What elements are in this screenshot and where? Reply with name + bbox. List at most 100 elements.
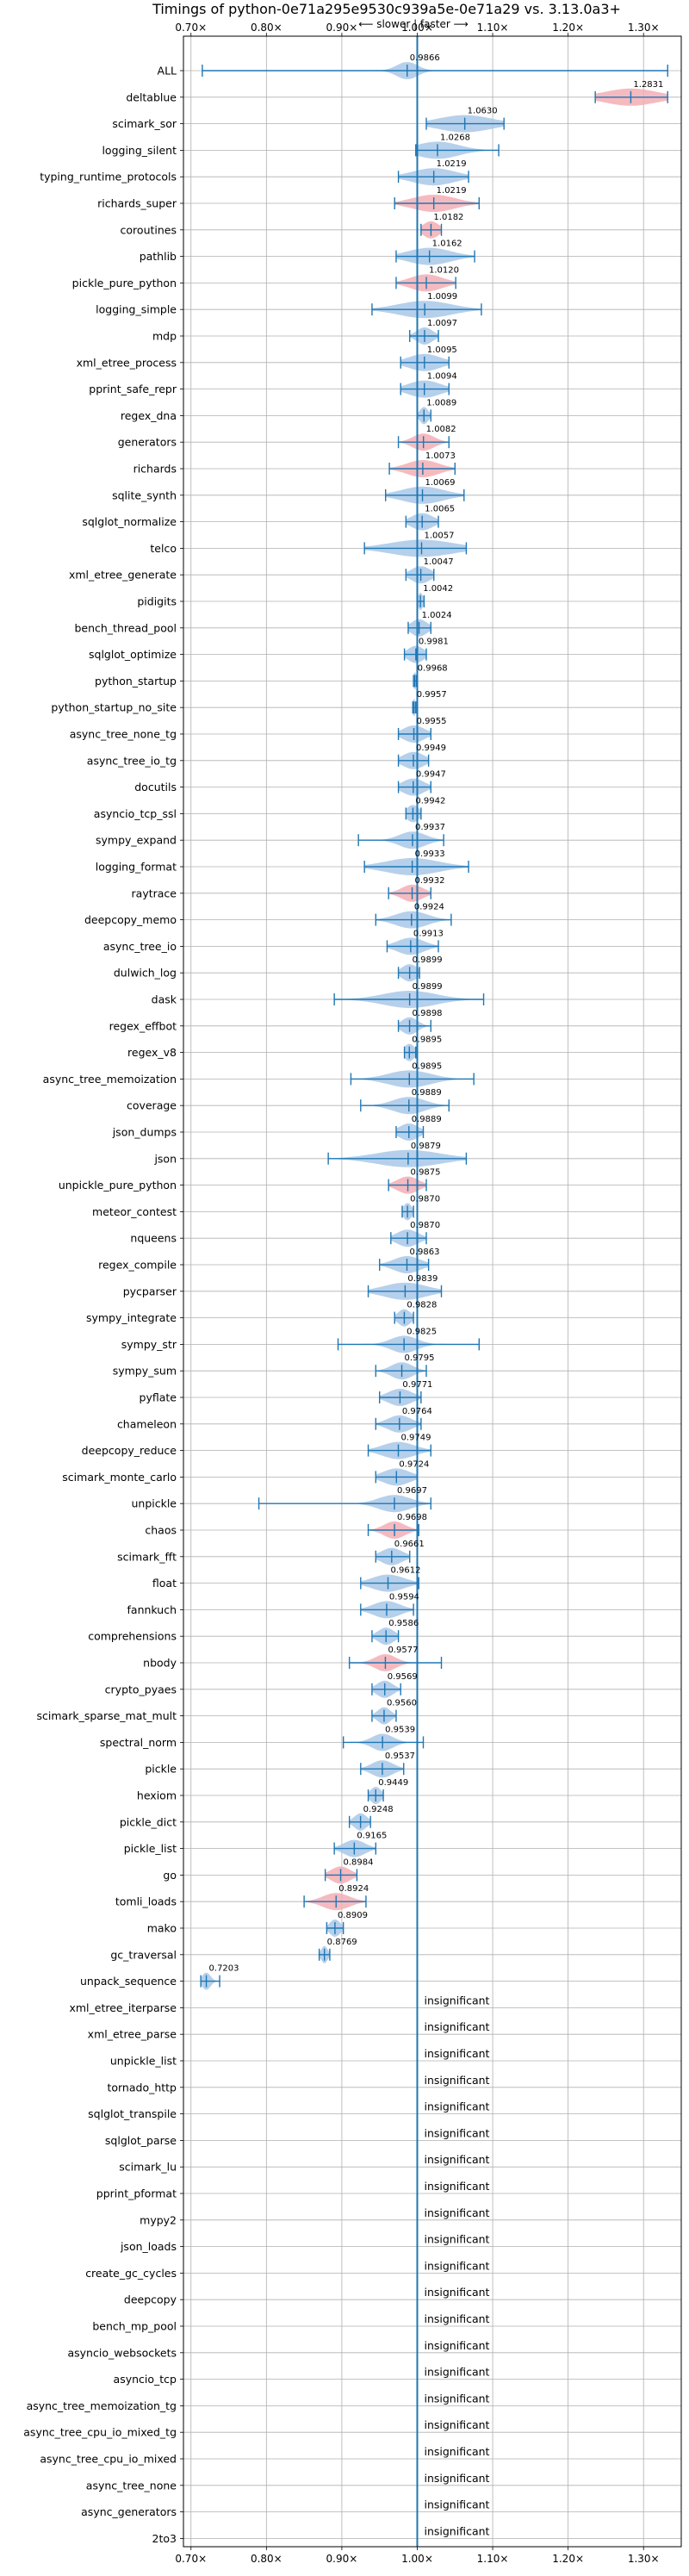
- value-label-pyflate: 0.9771: [402, 1380, 432, 1390]
- value-label-pycparser: 0.9839: [407, 1274, 438, 1284]
- value-label-scimark-sor: 1.0630: [468, 107, 498, 116]
- category-label-async-tree-none-tg: async_tree_none_tg: [70, 728, 177, 741]
- value-label-unpickle-pure-python: 0.9875: [411, 1168, 441, 1178]
- violins: [200, 62, 668, 1990]
- x-tick-label: 1.30×: [628, 22, 660, 34]
- category-label-async-tree-memoization-tg: async_tree_memoization_tg: [27, 2399, 177, 2412]
- category-label-unpickle-list: unpickle_list: [110, 2055, 177, 2068]
- x-tick-label: 0.90×: [326, 2553, 358, 2565]
- insignificant-label: insignificant: [424, 2472, 489, 2485]
- x-tick-label: 1.20×: [552, 2553, 584, 2565]
- category-label-logging-silent: logging_silent: [102, 144, 177, 157]
- category-label-xml-etree-iterparse: xml_etree_iterparse: [69, 2001, 177, 2014]
- value-label-pathlib: 1.0162: [432, 240, 462, 249]
- value-label-hexiom: 0.9449: [378, 1778, 408, 1788]
- category-label-spectral-norm: spectral_norm: [100, 1736, 177, 1749]
- value-label-mdp: 1.0097: [427, 319, 457, 328]
- category-label-bench-mp-pool: bench_mp_pool: [92, 2320, 177, 2333]
- category-label-sqlglot-transpile: sqlglot_transpile: [88, 2107, 177, 2120]
- category-label-chaos: chaos: [145, 1524, 177, 1537]
- category-label-unpickle: unpickle: [131, 1497, 177, 1510]
- category-label-asyncio-websockets: asyncio_websockets: [67, 2346, 177, 2359]
- value-label-mako: 0.8909: [338, 1911, 368, 1920]
- category-label-2to3: 2to3: [152, 2532, 177, 2545]
- insignificant-label: insignificant: [424, 2498, 489, 2511]
- insignificant-label: insignificant: [424, 2445, 489, 2458]
- value-label-tomli-loads: 0.8924: [338, 1884, 369, 1894]
- category-label-pickle-dict: pickle_dict: [120, 1815, 177, 1828]
- category-label-mdp: mdp: [152, 330, 177, 343]
- category-label-pickle-pure-python: pickle_pure_python: [72, 277, 177, 289]
- value-label-float: 0.9612: [391, 1566, 421, 1576]
- category-label-python-startup-no-site: python_startup_no_site: [51, 701, 177, 714]
- category-label-async-generators: async_generators: [81, 2505, 177, 2518]
- category-label-chameleon: chameleon: [117, 1417, 177, 1430]
- value-label-xml-etree-generate: 1.0047: [424, 557, 454, 567]
- value-label-pickle-pure-python: 1.0120: [429, 265, 459, 275]
- category-label-sympy-expand: sympy_expand: [96, 834, 177, 847]
- value-label-json-dumps: 0.9889: [412, 1115, 442, 1124]
- value-label-fannkuch: 0.9594: [389, 1592, 419, 1602]
- category-label-regex-v8: regex_v8: [127, 1046, 177, 1059]
- value-label-async-tree-io-tg: 0.9949: [416, 744, 446, 753]
- value-label-logging-format: 0.9933: [415, 849, 445, 859]
- value-label-xml-etree-process: 1.0095: [427, 345, 457, 355]
- category-label-json: json: [153, 1152, 177, 1165]
- category-label-pidigits: pidigits: [137, 595, 177, 608]
- value-label-scimark-monte-carlo: 0.9724: [399, 1459, 429, 1469]
- category-label-async-tree-cpu-io-mixed-tg: async_tree_cpu_io_mixed_tg: [23, 2426, 177, 2439]
- category-label-sympy-sum: sympy_sum: [113, 1365, 177, 1378]
- value-label-pprint-safe-repr: 1.0094: [427, 372, 457, 382]
- value-label-pickle: 0.9537: [385, 1752, 415, 1761]
- value-label-spectral-norm: 0.9539: [385, 1725, 415, 1734]
- category-label-tornado-http: tornado_http: [107, 2081, 177, 2094]
- category-label-pyflate: pyflate: [140, 1391, 177, 1404]
- value-label-sympy-expand: 0.9937: [415, 823, 445, 832]
- value-label-crypto-pyaes: 0.9569: [388, 1672, 418, 1682]
- value-label-chameleon: 0.9764: [402, 1407, 432, 1416]
- x-tick-label: 1.20×: [552, 22, 584, 34]
- value-label-docutils: 0.9947: [416, 770, 446, 780]
- value-label-unpickle: 0.9697: [397, 1486, 427, 1496]
- value-label-asyncio-tcp-ssl: 0.9942: [415, 796, 445, 806]
- insignificant-label: insignificant: [424, 2392, 489, 2405]
- category-label-typing-runtime-protocols: typing_runtime_protocols: [40, 171, 177, 184]
- category-label-async-tree-memoization: async_tree_memoization: [43, 1073, 177, 1086]
- insignificant-label: insignificant: [424, 2233, 489, 2246]
- x-axis-top: 0.70× 0.80× 0.90× 1.00× 1.10× 1.20× 1.30×: [175, 22, 660, 36]
- category-label-deepcopy: deepcopy: [124, 2293, 177, 2306]
- category-label-dulwich-log: dulwich_log: [114, 967, 177, 980]
- x-tick-label: 0.70×: [175, 2553, 207, 2565]
- category-label-scimark-fft: scimark_fft: [117, 1550, 177, 1563]
- category-label-sqlglot-optimize: sqlglot_optimize: [89, 648, 177, 661]
- insignificant-label: insignificant: [424, 2418, 489, 2431]
- x-tick-label: 1.10×: [477, 2553, 509, 2565]
- category-label-telco: telco: [150, 542, 177, 555]
- x-tick-label: 0.80×: [251, 2553, 282, 2565]
- value-label-pickle-list: 0.9165: [357, 1832, 387, 1841]
- value-label-deepcopy-reduce: 0.9749: [401, 1434, 431, 1443]
- value-label-logging-simple: 1.0099: [427, 292, 457, 302]
- value-label-generators: 1.0082: [426, 425, 456, 434]
- category-label-unpickle-pure-python: unpickle_pure_python: [59, 1179, 177, 1192]
- category-label-unpack-sequence: unpack_sequence: [80, 1975, 177, 1988]
- category-label-sqlglot-normalize: sqlglot_normalize: [82, 515, 177, 528]
- insignificant-label: insignificant: [424, 2100, 489, 2113]
- value-label-sqlglot-optimize: 0.9981: [419, 638, 449, 647]
- category-label-create-gc-cycles: create_gc_cycles: [85, 2267, 177, 2280]
- value-label-python-startup: 0.9968: [418, 663, 448, 673]
- category-label-richards: richards: [133, 463, 177, 476]
- category-label-logging-simple: logging_simple: [96, 303, 177, 316]
- category-label-json-loads: json_loads: [120, 2240, 177, 2253]
- value-label-sympy-integrate: 0.9828: [407, 1301, 437, 1310]
- value-label-regex-dna: 1.0089: [426, 398, 456, 408]
- value-label-richards: 1.0073: [425, 451, 456, 461]
- insignificant-label: insignificant: [424, 2047, 489, 2060]
- x-tick-label: 1.10×: [477, 22, 509, 34]
- category-label-sympy-str: sympy_str: [121, 1338, 177, 1351]
- insignificant-label: insignificant: [424, 2339, 489, 2352]
- chart-title: Timings of python-0e71a295e9530c939a5e-0…: [152, 1, 621, 17]
- x-tick-label: 1.00×: [401, 22, 433, 34]
- category-label-nbody: nbody: [143, 1657, 177, 1670]
